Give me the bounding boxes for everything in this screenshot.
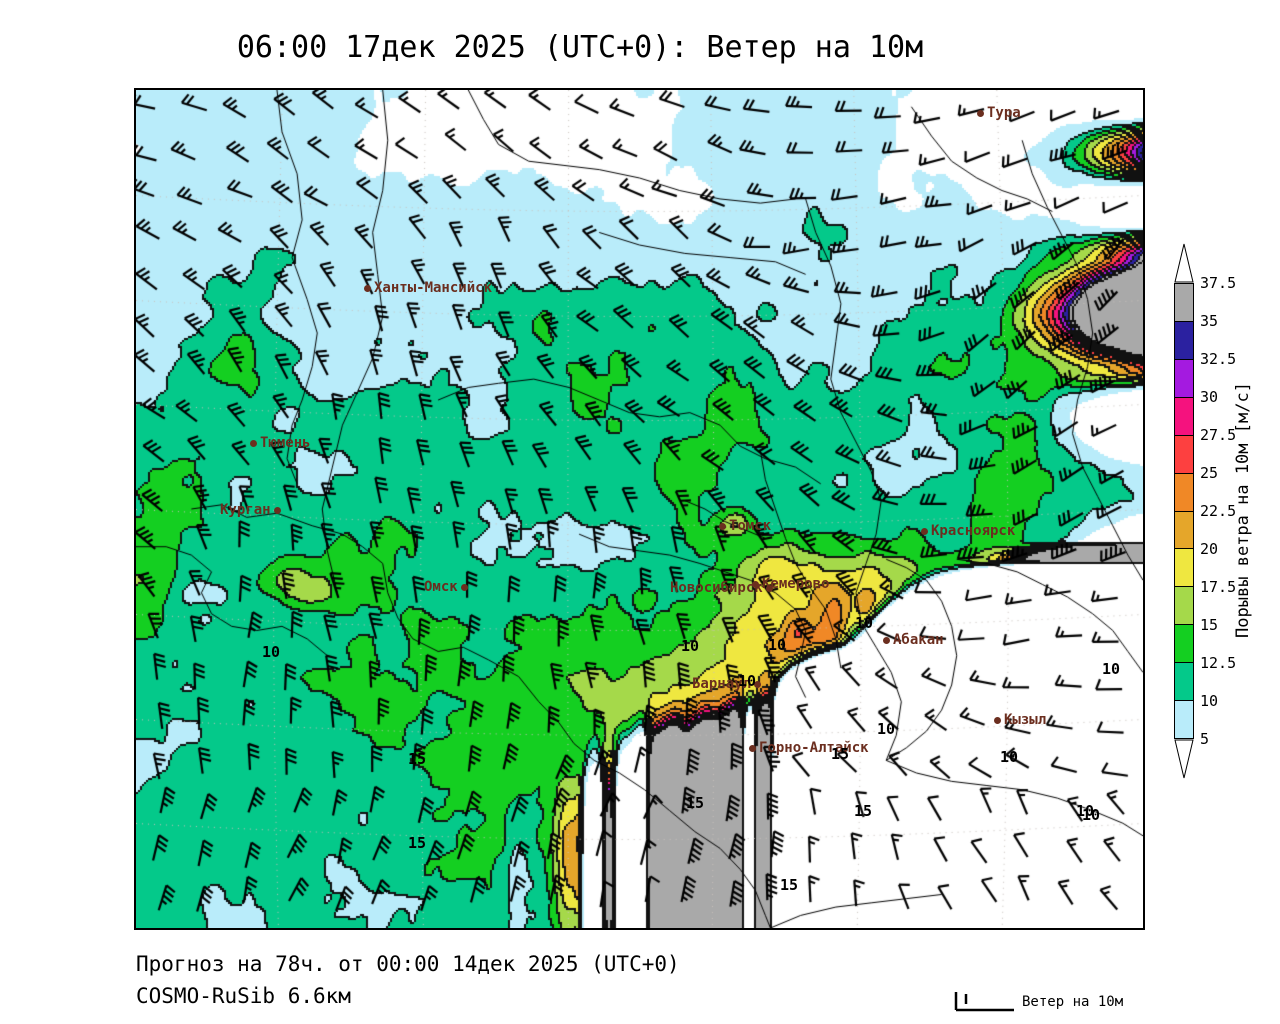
wind-barb-legend-label: Ветер на 10м — [1022, 994, 1124, 1010]
colorbar-tick-label: 30 — [1200, 388, 1219, 406]
city-label: Томск — [719, 518, 771, 534]
city-label: Абакан — [883, 632, 944, 648]
contour-value-label: 10 — [1082, 806, 1101, 824]
contour-value-label: 10 — [877, 720, 896, 738]
colorbar-axis-title: Порывы ветра на 10м [м/с] — [1228, 250, 1258, 770]
city-label: Кызыл — [994, 712, 1046, 728]
colorbar-segments — [1174, 283, 1194, 739]
city-marker-dot — [719, 522, 726, 530]
page-title: 06:00 17дек 2025 (UTC+0): Ветер на 10м — [236, 30, 924, 65]
city-marker-dot — [749, 744, 756, 752]
city-marker-dot — [765, 584, 773, 592]
contour-value-label: 10 — [855, 614, 874, 632]
wind-barb-icon — [954, 992, 1014, 1012]
colorbar-tick-label: 35 — [1200, 312, 1219, 330]
city-label: Ханты-Мансийск — [364, 280, 492, 296]
contour-value-label: 10 — [738, 672, 757, 690]
contour-value-label: 15 — [854, 802, 873, 820]
colorbar-tick-label: 27.5 — [1200, 426, 1237, 444]
contour-value-label: 10 — [1000, 748, 1019, 766]
colorbar-segment — [1175, 549, 1193, 588]
city-label: Барнаул — [692, 676, 762, 692]
colorbar-segment — [1175, 587, 1193, 626]
colorbar-segment — [1175, 284, 1193, 322]
city-marker-dot — [994, 716, 1001, 724]
map-canvas[interactable] — [136, 90, 1143, 928]
city-marker-dot — [977, 109, 984, 117]
colorbar-tick-label: 20 — [1200, 540, 1219, 558]
contour-value-label: 15 — [780, 876, 799, 894]
city-label: Кемерово — [752, 576, 829, 592]
colorbar-segment — [1175, 397, 1193, 436]
city-label: Красноярск — [921, 523, 1015, 539]
contour-value-label: 15 — [408, 750, 427, 768]
colorbar-tick-label: 37.5 — [1200, 274, 1237, 292]
colorbar-segment — [1175, 663, 1193, 702]
colorbar-segment — [1175, 625, 1193, 664]
city-marker-dot — [883, 636, 890, 644]
city-marker-dot — [364, 284, 371, 292]
colorbar-tick-label: 12.5 — [1200, 654, 1237, 672]
colorbar-segment — [1175, 511, 1193, 550]
model-info: COSMO-RuSib 6.6км — [136, 984, 351, 1008]
contour-value-label: 10 — [768, 636, 787, 654]
colorbar-tick-label: 5 — [1200, 730, 1210, 748]
colorbar-segment — [1175, 435, 1193, 474]
contour-value-label: 10 — [1076, 802, 1095, 820]
colorbar-tick-label: 25 — [1200, 464, 1219, 482]
city-marker-dot — [250, 439, 257, 447]
colorbar-tick-label: 32.5 — [1200, 350, 1237, 368]
city-marker-dot — [752, 580, 759, 588]
wind-barb-legend: Ветер на 10м — [952, 988, 1152, 1020]
forecast-info: Прогноз на 78ч. от 00:00 14дек 2025 (UTC… — [136, 952, 680, 976]
colorbar-segment — [1175, 473, 1193, 512]
colorbar-segment — [1175, 321, 1193, 360]
contour-value-label: 15 — [408, 834, 427, 852]
city-label: Курган — [220, 502, 281, 518]
colorbar-tick-label: 15 — [1200, 616, 1219, 634]
city-label: Горно-Алтайск — [749, 740, 869, 756]
contour-value-label: 15 — [831, 745, 850, 763]
colorbar: 37.5 35 32.5 30 27.5 25 22.5 20 17.5 15 12.5 10 5 — [1172, 243, 1236, 783]
contour-value-label: 10 — [681, 637, 700, 655]
contour-value-label: 15 — [686, 794, 705, 812]
contour-value-label: 10 — [1102, 660, 1121, 678]
city-label: Омск — [424, 579, 468, 595]
colorbar-under-arrow-icon — [1174, 739, 1194, 779]
contour-value-label: 10 — [262, 643, 281, 661]
colorbar-tick-labels: 37.5 35 32.5 30 27.5 25 22.5 20 17.5 15 12.5 10 5 — [1196, 274, 1256, 748]
city-marker-dot — [754, 680, 762, 688]
city-marker-dot — [460, 583, 468, 591]
city-label: Тюмень — [250, 435, 311, 451]
map-panel[interactable]: Тура Ханты-Мансийск Тюмень Курган Омск Томск К… — [134, 88, 1145, 930]
colorbar-tick-label: 22.5 — [1200, 502, 1237, 520]
colorbar-segment — [1175, 359, 1193, 398]
colorbar-tick-label: 17.5 — [1200, 578, 1237, 596]
city-label: Тура — [977, 105, 1021, 121]
city-label: Новосибирск — [670, 580, 773, 596]
colorbar-axis-title-text: Порывы ветра на 10м [м/с] — [1233, 382, 1253, 638]
city-marker-dot — [273, 506, 281, 514]
city-marker-dot — [921, 527, 928, 535]
colorbar-tick-label: 10 — [1200, 692, 1219, 710]
colorbar-segment — [1175, 701, 1193, 739]
colorbar-over-arrow-icon — [1174, 243, 1194, 283]
